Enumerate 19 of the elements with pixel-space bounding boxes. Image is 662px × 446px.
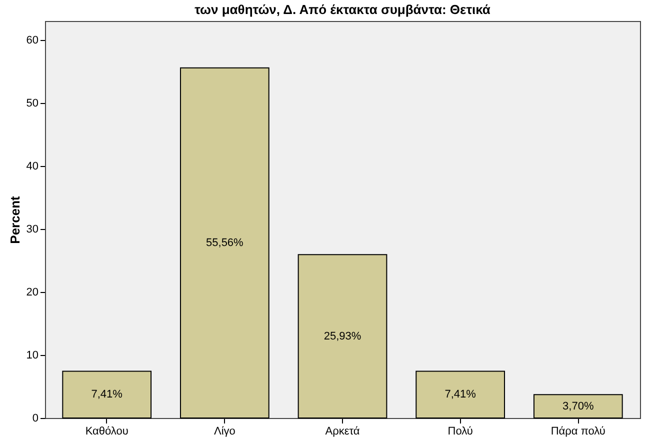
data-label: 3,70% [562, 400, 594, 412]
y-axis-title: Percent [7, 195, 22, 244]
y-tick-label: 40 [26, 160, 38, 172]
y-tick-label: 60 [26, 34, 38, 46]
y-tick-label: 30 [26, 223, 38, 236]
data-label: 7,41% [444, 388, 476, 401]
x-tick-label: Πολύ [448, 426, 473, 438]
data-label: 55,56% [206, 236, 244, 249]
y-tick-label: 10 [26, 349, 38, 362]
data-label: 7,41% [91, 388, 123, 401]
x-tick-label: Αρκετά [325, 426, 360, 438]
data-label: 25,93% [324, 330, 362, 342]
x-tick-label: Λίγο [214, 426, 236, 438]
chart-title: των μαθητών, Δ. Από έκτακτα συμβάντα: Θετικά [194, 2, 490, 17]
x-tick-label: Καθόλου [85, 426, 128, 438]
y-tick-label: 0 [32, 412, 38, 424]
x-tick-label: Πάρα πολύ [550, 426, 606, 438]
y-tick-label: 20 [26, 286, 38, 298]
y-tick-label: 50 [26, 97, 38, 110]
